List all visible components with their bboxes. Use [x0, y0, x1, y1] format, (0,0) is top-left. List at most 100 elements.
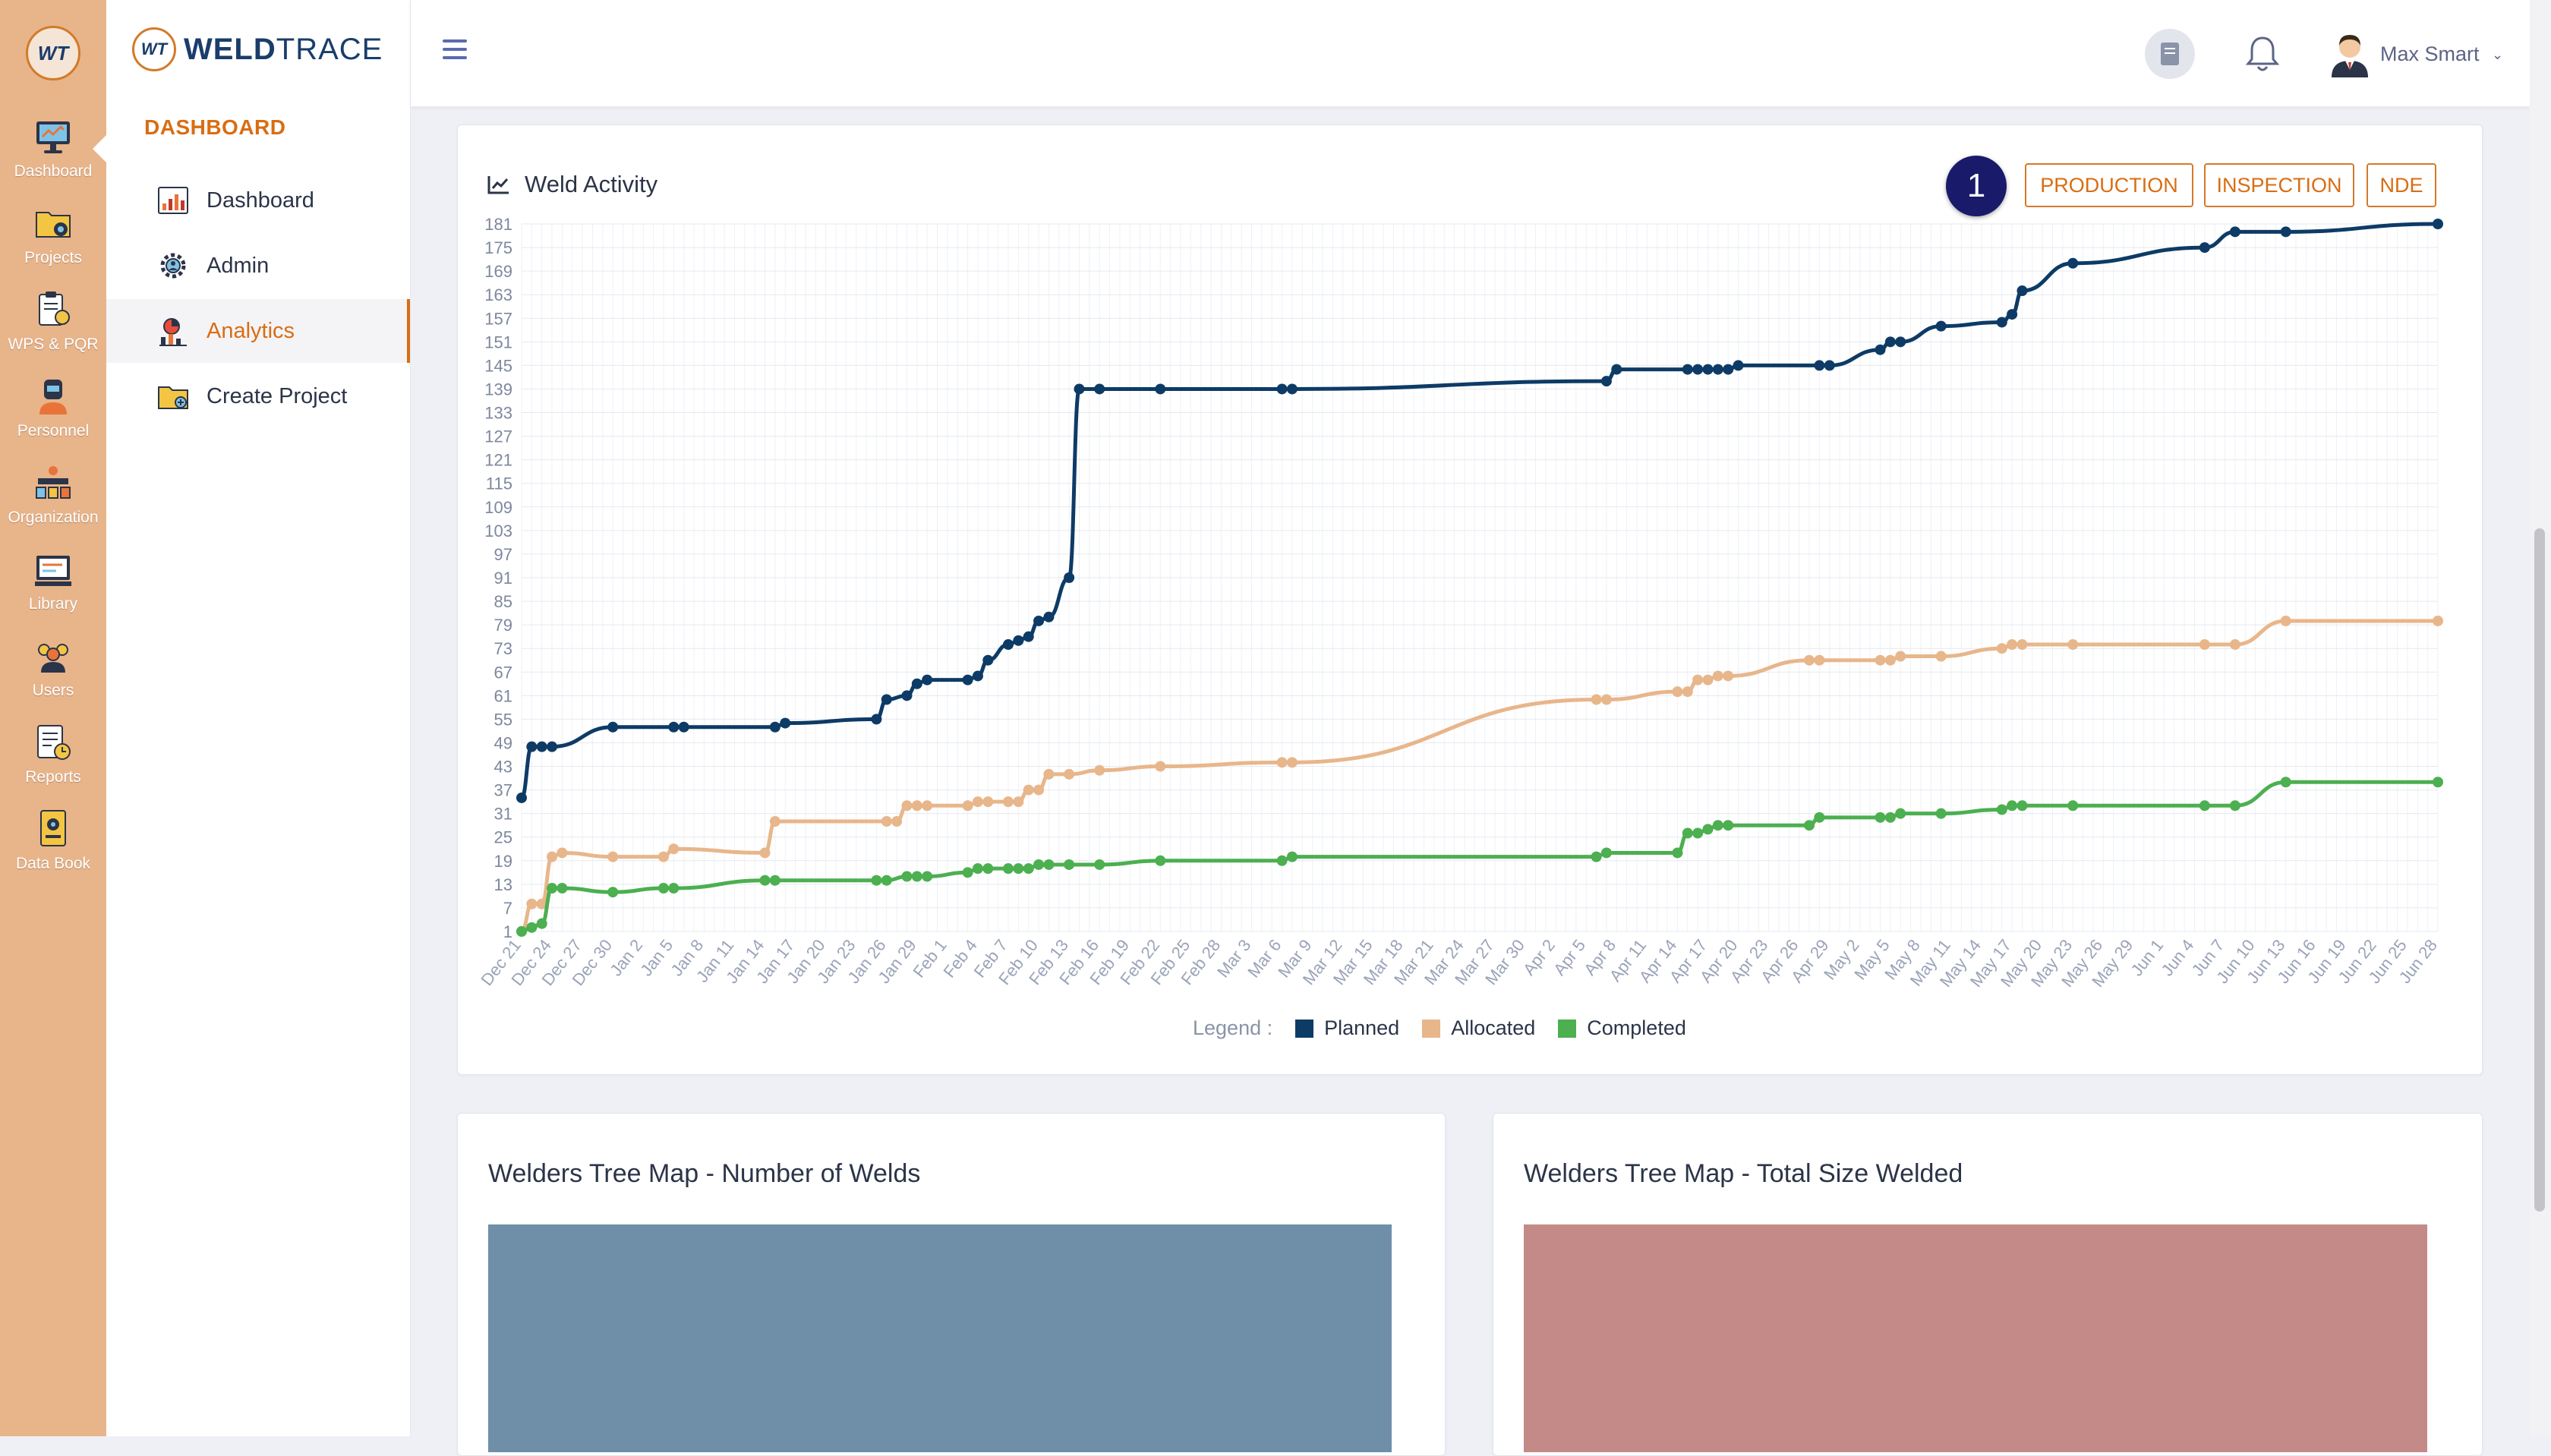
x-tick-label: Mar 3	[1213, 936, 1254, 982]
rail-label: WPS & PQR	[8, 336, 99, 353]
data-point-completed	[557, 883, 568, 894]
treemap-cell[interactable]	[488, 1224, 1392, 1452]
organization-icon	[36, 466, 71, 499]
treemap-title: Welders Tree Map - Total Size Welded	[1524, 1159, 1963, 1188]
data-point-allocated	[1692, 674, 1704, 685]
brand-logo[interactable]: WT WELDTRACE	[132, 27, 383, 71]
data-point-completed	[2433, 777, 2443, 788]
rail-item-reports[interactable]: Reports	[0, 721, 106, 786]
data-point-allocated	[1895, 651, 1906, 662]
rail-item-wps-pqr[interactable]: WPS & PQR	[0, 288, 106, 354]
brand-badge: WT	[132, 27, 176, 71]
data-point-planned	[1094, 383, 1105, 395]
production-button[interactable]: PRODUCTION	[2025, 163, 2193, 207]
legend-swatch	[1422, 1019, 1441, 1038]
library-icon	[35, 556, 71, 586]
data-point-allocated	[1804, 654, 1815, 666]
x-tick-label: Feb 4	[940, 936, 981, 982]
rail-label: Organization	[8, 509, 99, 526]
legend-item-planned[interactable]: Planned	[1295, 1016, 1399, 1040]
avatar[interactable]	[2327, 29, 2373, 77]
data-point-completed	[881, 875, 892, 886]
data-point-planned	[982, 654, 994, 666]
notification-bell-icon[interactable]	[2244, 33, 2281, 74]
rail-item-data-book[interactable]: Data Book	[0, 808, 106, 873]
icon-rail: WT Dashboard Projects WPS & PQR	[0, 0, 106, 1436]
x-tick-label: Apr 5	[1550, 936, 1589, 979]
data-point-planned	[1996, 317, 2007, 328]
data-point-allocated	[2280, 615, 2291, 626]
data-point-completed	[911, 871, 922, 882]
rail-item-personnel[interactable]: Personnel	[0, 375, 106, 440]
data-point-completed	[1013, 863, 1024, 875]
data-point-planned	[769, 721, 780, 733]
data-point-allocated	[962, 800, 973, 812]
data-point-planned	[678, 721, 689, 733]
legend-item-completed[interactable]: Completed	[1558, 1016, 1686, 1040]
data-point-completed	[1702, 824, 1714, 835]
rail-label: Data Book	[15, 855, 91, 872]
sidebar-item-admin[interactable]: Admin	[106, 234, 410, 298]
rail-label: Reports	[25, 768, 81, 786]
data-point-allocated	[1064, 768, 1075, 780]
docs-button[interactable]	[2145, 29, 2195, 79]
data-point-completed	[1804, 820, 1815, 831]
sidebar-item-create-project[interactable]: Create Project	[106, 364, 410, 428]
series-line-planned	[519, 222, 2439, 800]
chevron-down-icon[interactable]: ⌄	[2492, 47, 2504, 62]
data-point-planned	[972, 670, 983, 682]
rail-item-library[interactable]: Library	[0, 548, 106, 613]
sidebar-item-dashboard[interactable]: Dashboard	[106, 169, 410, 232]
data-point-allocated	[1591, 694, 1602, 705]
sidebar-item-analytics[interactable]: Analytics	[106, 299, 410, 363]
nde-button[interactable]: NDE	[2367, 163, 2436, 207]
user-name[interactable]: Max Smart	[2380, 43, 2480, 65]
inspection-button[interactable]: INSPECTION	[2204, 163, 2354, 207]
data-point-planned	[668, 721, 680, 733]
legend-item-allocated[interactable]: Allocated	[1422, 1016, 1535, 1040]
app-logo[interactable]: WT	[26, 26, 80, 80]
data-point-planned	[911, 678, 922, 689]
data-point-planned	[1286, 383, 1298, 395]
data-point-completed	[1033, 859, 1045, 870]
data-point-allocated	[891, 816, 903, 827]
data-point-completed	[1286, 851, 1298, 862]
data-point-planned	[1033, 615, 1045, 626]
data-point-planned	[1003, 639, 1014, 651]
data-point-completed	[1094, 859, 1105, 870]
data-point-completed	[2229, 800, 2240, 812]
data-point-planned	[871, 714, 882, 725]
series-line-completed	[521, 780, 2438, 934]
rail-item-organization[interactable]: Organization	[0, 462, 106, 527]
y-tick-label: 13	[494, 875, 512, 894]
rail-item-users[interactable]: Users	[0, 635, 106, 700]
y-tick-label: 151	[484, 332, 512, 351]
data-point-planned	[1155, 383, 1166, 395]
data-point-allocated	[1094, 764, 1105, 776]
step-badge: 1	[1946, 156, 2007, 216]
brand-name-bold: WELD	[184, 32, 276, 66]
data-point-allocated	[1286, 757, 1298, 768]
data-point-allocated	[2199, 639, 2210, 651]
data-point-planned	[1702, 364, 1714, 375]
rail-item-projects[interactable]: Projects	[0, 202, 106, 267]
weld-activity-chart: 1 7 13 19 25 31 37 43 49 55 61 67 73 79 85 91 97 103 109 11…	[477, 215, 2443, 991]
clipboard-gear-icon	[39, 292, 70, 326]
data-point-completed	[1996, 804, 2007, 815]
brand-name-light: TRACE	[276, 32, 383, 66]
rail-item-dashboard[interactable]: Dashboard	[0, 115, 106, 181]
data-point-allocated	[657, 851, 669, 862]
data-point-allocated	[901, 800, 913, 812]
legend-swatch	[1558, 1019, 1577, 1038]
welder-icon	[39, 380, 67, 414]
data-point-allocated	[1723, 670, 1734, 682]
sidebar-item-label: Analytics	[207, 318, 295, 343]
data-point-planned	[1043, 611, 1055, 622]
data-point-planned	[1733, 360, 1744, 371]
treemap-cell[interactable]	[1524, 1224, 2427, 1452]
scrollbar-thumb[interactable]	[2534, 528, 2545, 1212]
data-point-planned	[2007, 309, 2018, 320]
menu-toggle-icon[interactable]	[443, 39, 467, 62]
reports-icon	[37, 725, 71, 760]
data-point-completed	[972, 863, 983, 875]
